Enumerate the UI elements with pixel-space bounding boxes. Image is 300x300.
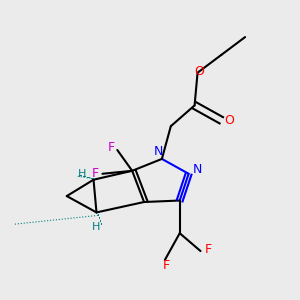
Text: N: N xyxy=(154,145,164,158)
Text: F: F xyxy=(163,260,170,272)
Text: N: N xyxy=(193,163,202,176)
Text: O: O xyxy=(224,114,234,127)
Text: H: H xyxy=(77,169,86,179)
Text: F: F xyxy=(204,243,211,256)
Text: H: H xyxy=(92,222,101,232)
Text: F: F xyxy=(108,140,115,154)
Text: O: O xyxy=(194,65,204,78)
Text: F: F xyxy=(92,167,99,180)
